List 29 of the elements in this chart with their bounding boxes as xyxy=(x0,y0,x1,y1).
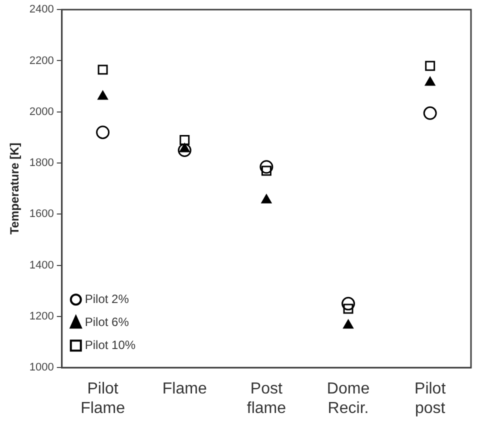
y-tick-label: 1200 xyxy=(29,310,54,322)
y-tick-label: 2400 xyxy=(29,4,54,16)
x-tick-label: Pilot post xyxy=(414,380,446,417)
point xyxy=(423,106,437,120)
point xyxy=(342,296,356,310)
legend-label: Pilot 2% xyxy=(84,292,130,306)
y-tick-label: 2200 xyxy=(29,54,54,67)
y-axis-title: Temperature [K] xyxy=(8,142,22,234)
y-tick-label: 1400 xyxy=(29,259,54,272)
point xyxy=(178,143,192,157)
y-tick-label: 1600 xyxy=(29,208,54,220)
point xyxy=(96,126,110,140)
point xyxy=(98,90,108,100)
y-tick-label: 1800 xyxy=(29,157,54,170)
x-tick-label: Pilot Flame xyxy=(80,380,126,417)
legend-label: Pilot 10% xyxy=(84,338,136,352)
point xyxy=(425,60,436,71)
legend-label: Pilot 6% xyxy=(84,314,130,329)
x-tick-label: Dome Recir. xyxy=(326,380,370,417)
y-tick-label: 2000 xyxy=(29,106,54,118)
point xyxy=(260,160,274,174)
y-tick-label: 1000 xyxy=(29,362,54,374)
point xyxy=(343,320,354,329)
x-tick-label: Post flame xyxy=(246,380,286,417)
point xyxy=(425,76,436,86)
point xyxy=(98,64,108,75)
point xyxy=(261,194,272,204)
x-tick-label: Flame xyxy=(162,380,207,398)
point xyxy=(180,135,190,146)
